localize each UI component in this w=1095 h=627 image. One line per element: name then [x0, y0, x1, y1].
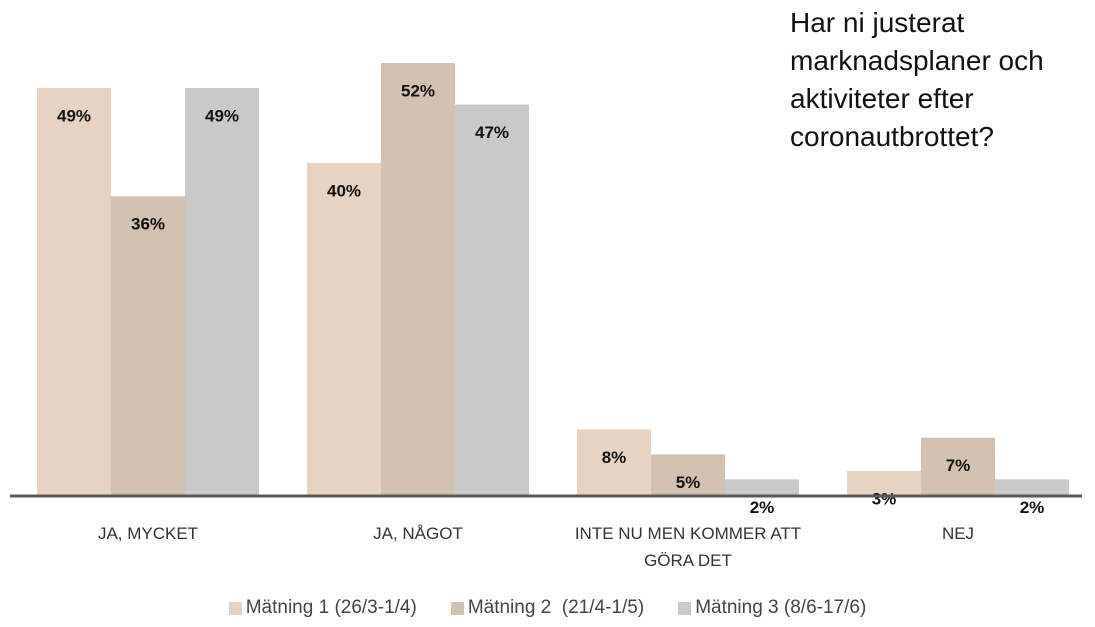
legend-swatch — [228, 601, 242, 615]
legend-label: Mätning 1 (26/3-1/4) — [245, 597, 417, 618]
data-label: 36% — [131, 215, 165, 234]
legend-swatch — [678, 601, 692, 615]
bar — [307, 162, 381, 496]
legend-item: Mätning 1 (26/3-1/4) — [228, 597, 417, 619]
data-label: 2% — [1020, 498, 1045, 517]
legend-label: Mätning 2 (21/4-1/5) — [467, 597, 645, 618]
legend-label: Mätning 3 (8/6-17/6) — [695, 597, 867, 618]
legend-item: Mätning 3 (8/6-17/6) — [678, 597, 866, 619]
x-tick-label: NEJ — [941, 524, 975, 543]
chart-title: Har ni justerat marknadsplaner och aktiv… — [790, 7, 1044, 152]
bar — [651, 454, 725, 496]
bar — [381, 63, 455, 496]
legend: Mätning 1 (26/3-1/4) Mätning 2 (21/4-1/5)… — [0, 597, 1095, 619]
data-label: 2% — [750, 498, 775, 517]
x-tick-label: JA, NÅGOT — [373, 524, 463, 543]
data-label: 7% — [946, 456, 971, 475]
data-label: 47% — [475, 123, 509, 142]
bar — [111, 196, 185, 496]
bar — [455, 104, 529, 496]
bar — [847, 471, 921, 496]
bar — [725, 479, 799, 496]
data-label: 52% — [401, 81, 435, 100]
data-label: 3% — [872, 490, 897, 509]
legend-item: Mätning 2 (21/4-1/5) — [450, 597, 645, 619]
data-label: 40% — [327, 181, 361, 200]
bar — [577, 429, 651, 496]
data-label: 8% — [602, 448, 627, 467]
x-tick-label: JA, MYCKET — [97, 524, 199, 543]
bar — [921, 437, 995, 496]
x-tick-label: INTE NU MEN KOMMER ATT GÖRA DET — [574, 524, 802, 570]
bar — [995, 479, 1069, 496]
data-label: 5% — [676, 473, 701, 492]
data-label: 49% — [205, 106, 239, 125]
bar — [37, 87, 111, 496]
data-label: 49% — [57, 106, 91, 125]
bar — [185, 87, 259, 496]
legend-swatch — [450, 601, 464, 615]
